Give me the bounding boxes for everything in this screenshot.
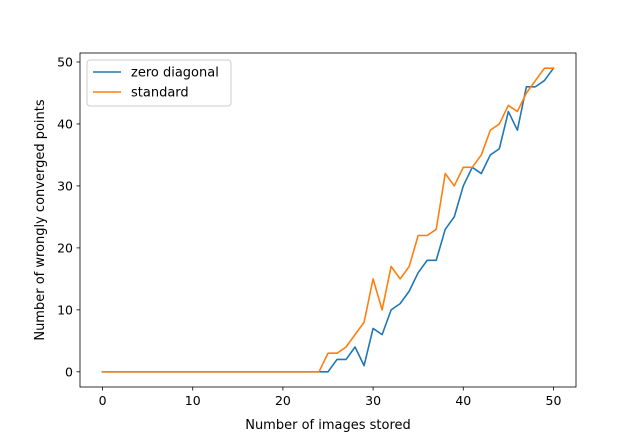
x-tick-label: 10	[185, 393, 201, 408]
y-tick-label: 20	[57, 240, 73, 255]
y-tick-label: 0	[65, 364, 73, 379]
legend-frame	[86, 59, 232, 107]
legend: zero diagonal standard	[86, 59, 232, 107]
plot-frame	[79, 52, 577, 388]
x-tick-label: 30	[365, 393, 381, 408]
x-tick-label: 40	[455, 393, 471, 408]
plot-area	[80, 53, 576, 387]
y-tick-label: 40	[57, 116, 73, 131]
y-axis-label: Number of wrongly converged points	[33, 99, 48, 341]
y-axis-ticks: 0 10 20 30 40 50	[57, 54, 80, 379]
legend-label-2: standard	[131, 86, 189, 101]
x-axis-ticks: 0 10 20 30 40 50	[99, 387, 562, 408]
y-tick-label: 10	[57, 302, 73, 317]
series-line-2	[101, 67, 555, 373]
x-axis-label: Number of images stored	[245, 418, 411, 433]
series-layer	[101, 67, 555, 373]
x-tick-label: 0	[99, 393, 107, 408]
x-tick-label: 20	[275, 393, 291, 408]
legend-label-1: zero diagonal	[131, 66, 219, 81]
x-tick-label: 50	[546, 393, 562, 408]
y-tick-label: 50	[57, 54, 73, 69]
y-tick-label: 30	[57, 178, 73, 193]
